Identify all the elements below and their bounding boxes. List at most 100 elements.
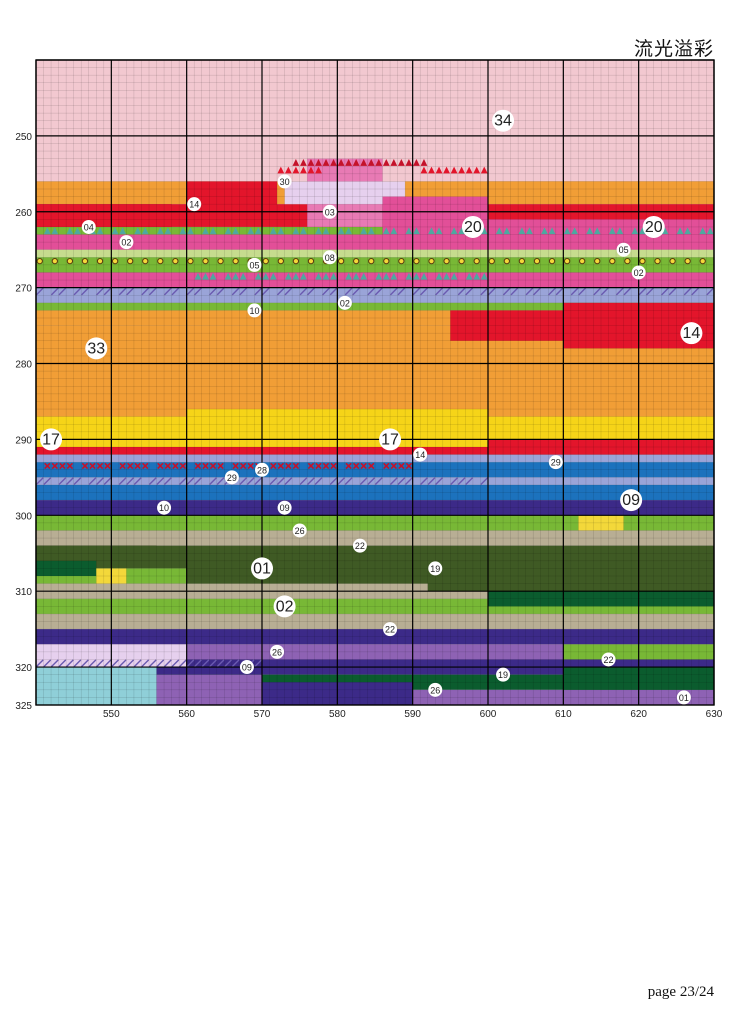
- mountain-highlight: [284, 181, 406, 205]
- slash-symbol: [209, 287, 217, 296]
- y-tick-label: 300: [15, 511, 32, 522]
- slash-symbol: [307, 287, 315, 296]
- symbol-label: 02: [119, 235, 134, 250]
- slash-symbol: [322, 287, 330, 296]
- triangle-symbol: [43, 227, 51, 235]
- slash-symbol: [209, 659, 217, 668]
- triangle-symbol: [352, 159, 360, 166]
- slash-symbol: [570, 287, 579, 296]
- label-code: 05: [249, 260, 259, 270]
- slash-symbol: [276, 477, 285, 486]
- cross-symbol: [345, 462, 352, 470]
- triangle-symbol: [300, 272, 307, 280]
- slash-symbol: [435, 287, 443, 296]
- symbol-label: 14: [413, 447, 428, 462]
- cross-symbol: [179, 462, 187, 470]
- slash-symbol: [646, 287, 654, 296]
- triangle-symbol: [480, 227, 488, 235]
- triangle-symbol: [292, 166, 300, 174]
- symbol-label: 02: [631, 265, 646, 280]
- triangle-symbol: [526, 227, 533, 235]
- row-band: [36, 613, 714, 630]
- cross-symbol: [285, 462, 292, 470]
- label-code: 29: [551, 458, 561, 468]
- triangle-symbol: [300, 227, 307, 235]
- cross-symbol: [96, 462, 104, 470]
- slash-symbol: [284, 477, 293, 486]
- triangle-symbol: [209, 272, 217, 280]
- slash-symbol: [96, 477, 104, 486]
- x-tick-label: 590: [404, 709, 421, 720]
- triangle-symbol: [202, 272, 209, 280]
- triangle-symbol: [397, 159, 405, 166]
- dot-symbol: [81, 257, 89, 265]
- x-tick-label: 570: [254, 709, 271, 720]
- cross-symbol: [119, 462, 126, 470]
- slash-symbol: [555, 287, 564, 296]
- slash-symbol: [81, 287, 89, 296]
- slash-symbol: [126, 659, 135, 668]
- cross-symbol: [51, 462, 59, 470]
- dot-symbol: [368, 257, 375, 265]
- cross-symbol: [270, 462, 277, 470]
- dot-symbol: [277, 257, 284, 265]
- slash-symbol: [103, 659, 112, 668]
- x-tick-label: 630: [706, 709, 723, 720]
- triangle-symbol: [405, 272, 413, 280]
- dot-symbol: [413, 257, 420, 265]
- cross-symbol: [126, 462, 134, 470]
- cross-symbol: [202, 462, 209, 470]
- triangle-symbol: [337, 159, 345, 166]
- slash-symbol: [111, 659, 119, 668]
- x-tick-label: 610: [555, 709, 572, 720]
- cross-symbol: [405, 462, 413, 470]
- dot-symbol: [699, 257, 706, 265]
- row-band: [36, 454, 714, 463]
- slash-symbol: [533, 287, 541, 296]
- dot-symbol: [684, 257, 691, 265]
- slash-symbol: [352, 287, 361, 296]
- slash-symbol: [615, 287, 624, 296]
- triangle-symbol: [315, 227, 322, 235]
- row-band: [36, 484, 714, 501]
- triangle-symbol: [473, 272, 481, 280]
- triangle-symbol: [284, 272, 292, 280]
- label-code: 26: [295, 526, 305, 536]
- cross-symbol: [277, 462, 285, 470]
- slash-symbol: [465, 287, 474, 296]
- triangle-symbol: [156, 227, 164, 235]
- row-band: [36, 629, 714, 645]
- symbol-label: 01: [676, 690, 691, 705]
- cross-symbol: [247, 462, 254, 470]
- cross-symbol: [307, 462, 315, 470]
- slash-symbol: [420, 477, 428, 486]
- triangle-symbol: [390, 227, 398, 235]
- slash-symbol: [35, 477, 44, 486]
- row-band: [36, 287, 714, 303]
- triangle-symbol: [292, 227, 300, 235]
- triangle-symbol: [465, 272, 473, 280]
- slash-symbol: [668, 287, 677, 296]
- dot-symbol: [458, 257, 465, 265]
- slash-symbol: [442, 287, 451, 296]
- triangle-symbol: [187, 227, 194, 235]
- symbol-label: 29: [224, 470, 239, 485]
- triangle-symbol: [382, 272, 390, 280]
- symbol-label: 02: [337, 295, 352, 310]
- dot-symbol: [428, 257, 435, 265]
- cross-symbol: [217, 462, 224, 470]
- label-code: 01: [679, 693, 689, 703]
- row-band: [36, 302, 714, 311]
- label-code: 10: [249, 306, 259, 316]
- triangle-symbol: [330, 159, 337, 166]
- x-axis: 550 560 570 580 590 600 610 620 630: [103, 709, 723, 720]
- slash-symbol: [593, 287, 602, 296]
- y-tick-label: 325: [15, 701, 32, 712]
- slash-symbol: [224, 659, 232, 668]
- label-disc: [428, 561, 443, 576]
- label-disc: [247, 303, 262, 318]
- symbol-label: 20: [461, 215, 484, 238]
- slash-symbol: [66, 477, 74, 486]
- triangle-symbol: [503, 227, 511, 235]
- dot-symbol: [202, 257, 209, 265]
